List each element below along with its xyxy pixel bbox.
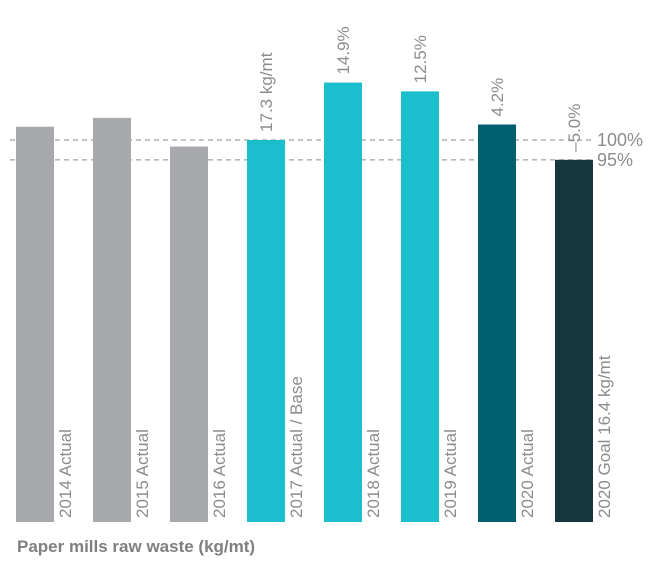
bar-0 xyxy=(16,126,54,522)
value-label-4: 14.9% xyxy=(334,26,353,74)
bar-6 xyxy=(478,124,516,522)
bar-7 xyxy=(555,159,593,523)
bar-2 xyxy=(170,146,208,523)
reference-label-0: 100% xyxy=(597,130,643,150)
reference-lines: 100%95% xyxy=(10,130,643,170)
bar-1 xyxy=(93,117,131,522)
value-label-5: 12.5% xyxy=(411,35,430,83)
category-label-6: 2020 Actual xyxy=(518,429,537,518)
category-label-4: 2018 Actual xyxy=(364,429,383,518)
category-label-3: 2017 Actual / Base xyxy=(287,376,306,518)
reference-label-1: 95% xyxy=(597,150,633,170)
value-label-7: –5.0% xyxy=(565,104,584,152)
bar-labels: 2014 Actual 2015 Actual 2016 Actual 2017 Ac… xyxy=(56,26,614,518)
bar-3 xyxy=(247,139,285,523)
bar-5 xyxy=(401,91,439,522)
category-label-0: 2014 Actual xyxy=(56,429,75,518)
x-axis-label: Paper mills raw waste (kg/mt) xyxy=(17,537,256,556)
value-label-6: 4.2% xyxy=(488,78,507,117)
category-label-5: 2019 Actual xyxy=(441,429,460,518)
value-label-3: 17.3 kg/mt xyxy=(257,52,276,132)
category-label-1: 2015 Actual xyxy=(133,429,152,518)
bars xyxy=(16,82,593,523)
category-label-7: 2020 Goal 16.4 kg/mt xyxy=(595,355,614,518)
bar-4 xyxy=(324,82,362,523)
category-label-2: 2016 Actual xyxy=(210,429,229,518)
